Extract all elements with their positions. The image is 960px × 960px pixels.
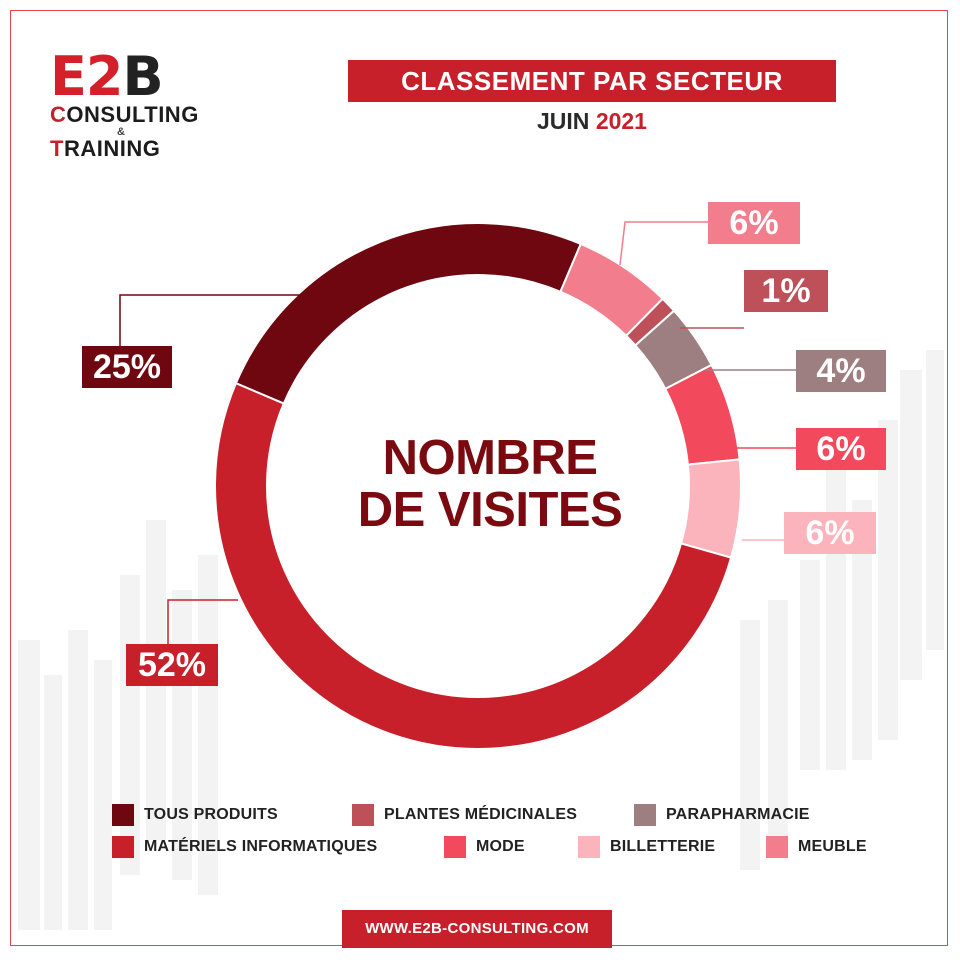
label-materiels-informatiques: 52% — [126, 644, 218, 686]
legend-item: TOUS PRODUITS — [112, 803, 278, 827]
legend-item: BILLETTERIE — [578, 835, 715, 859]
subtitle-year: 2021 — [595, 108, 647, 134]
donut-center-label: NOMBRE DE VISITES — [330, 432, 650, 536]
legend-swatch — [352, 804, 374, 826]
page-title: CLASSEMENT PAR SECTEUR — [348, 60, 836, 102]
donut-slice-billetterie — [679, 458, 742, 559]
leader-line-materiels-informatiques — [167, 599, 238, 644]
subtitle-month: JUIN — [537, 108, 590, 134]
page-subtitle: JUIN 2021 — [348, 106, 836, 136]
donut-slice-materiels-informatiques — [214, 381, 733, 750]
leader-line-meuble — [619, 221, 708, 266]
logo-consulting: CONSULTING — [50, 102, 199, 127]
label-meuble: 6% — [708, 202, 800, 244]
label-mode: 6% — [796, 428, 886, 470]
website-url[interactable]: WWW.E2B-CONSULTING.COM — [342, 910, 612, 948]
legend-item: MEUBLE — [766, 835, 867, 859]
label-plantes-medicinales: 1% — [744, 270, 828, 312]
donut-slice-tous-produits — [234, 222, 583, 405]
logo-b-text: B — [122, 45, 163, 108]
legend-swatch — [578, 836, 600, 858]
legend-item: MODE — [444, 835, 525, 859]
label-tous-produits: 25% — [82, 346, 172, 388]
label-billetterie: 6% — [784, 512, 876, 554]
logo-e2-text: E2 — [50, 45, 123, 108]
legend-swatch — [634, 804, 656, 826]
center-label-line1: NOMBRE — [382, 431, 598, 485]
legend-swatch — [766, 836, 788, 858]
label-parapharmacie: 4% — [796, 350, 886, 392]
leader-line-tous-produits — [119, 294, 300, 346]
legend-item: PLANTES MÉDICINALES — [352, 803, 577, 827]
legend-swatch — [444, 836, 466, 858]
legend-item: MATÉRIELS INFORMATIQUES — [112, 835, 377, 859]
logo-ampersand: & — [117, 126, 125, 138]
legend-swatch — [112, 836, 134, 858]
logo-training: TRAINING — [50, 136, 161, 161]
e2b-logo: E2B CONSULTING & TRAINING — [50, 50, 210, 165]
legend-swatch — [112, 804, 134, 826]
center-label-line2: DE VISITES — [357, 483, 623, 537]
legend-item: PARAPHARMACIE — [634, 803, 810, 827]
logo-wordmark: E2B — [50, 50, 210, 104]
